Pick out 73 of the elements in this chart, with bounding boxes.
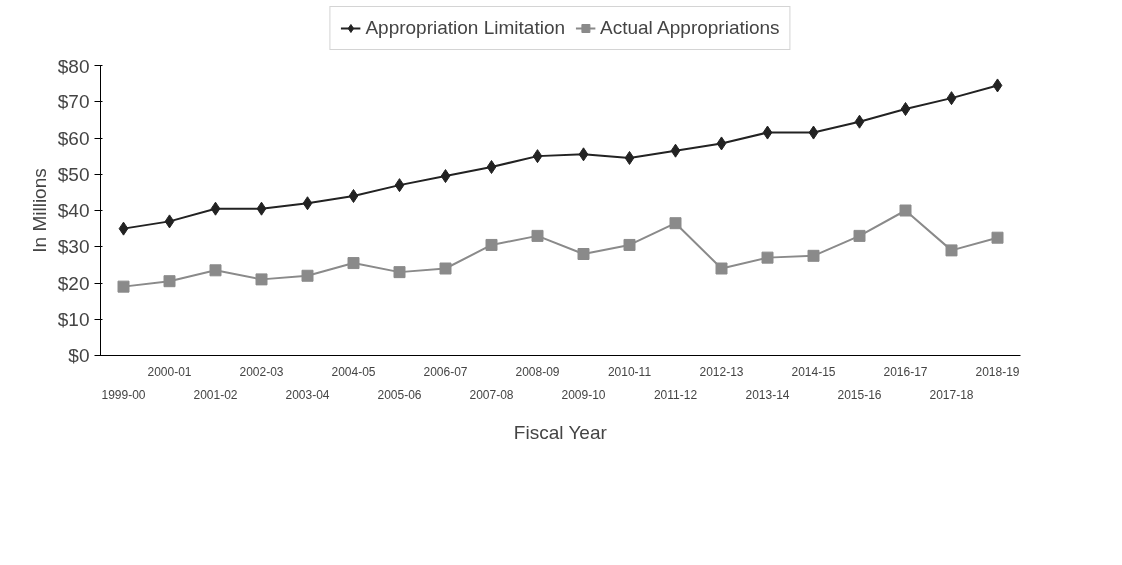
x-tick-label: 2003-04 — [285, 387, 330, 402]
point — [946, 91, 957, 106]
point — [209, 264, 222, 277]
x-tick-label: 2009-10 — [561, 387, 606, 402]
y-tick-label: $60 — [57, 127, 90, 149]
y-axis-title: In Millions — [28, 168, 50, 253]
point — [439, 262, 452, 275]
point — [164, 214, 175, 229]
y-tick-label: $80 — [57, 55, 90, 77]
x-tick-label: 2007-08 — [469, 387, 514, 402]
x-tick-label: 2012-13 — [699, 364, 744, 379]
y-tick-label: $0 — [68, 345, 90, 366]
point — [256, 201, 267, 216]
point — [485, 238, 498, 251]
point — [348, 189, 359, 203]
point — [808, 125, 819, 140]
point — [716, 136, 727, 151]
point — [486, 160, 497, 174]
y-tick-label: $70 — [57, 91, 90, 113]
x-tick-label: 2011-12 — [653, 387, 698, 402]
point — [578, 147, 589, 162]
x-tick-label: 2017-18 — [929, 387, 974, 402]
x-tick-label: 2015-16 — [837, 387, 882, 402]
x-tick-label: 2006-07 — [423, 364, 468, 379]
legend-label: Appropriation Limitation — [365, 16, 566, 39]
point — [117, 280, 130, 293]
point — [853, 229, 866, 242]
point — [945, 244, 958, 257]
point — [255, 273, 268, 286]
point — [623, 238, 636, 251]
point — [991, 231, 1004, 244]
y-tick-label: $20 — [57, 272, 90, 294]
point — [577, 248, 590, 260]
y-tick-label: $50 — [57, 163, 90, 185]
point — [900, 102, 911, 116]
y-tick-label: $40 — [57, 200, 90, 221]
x-tick-label: 2010-11 — [607, 364, 652, 379]
legend-label: Actual Appropriations — [600, 16, 780, 39]
x-tick-label: 2005-06 — [377, 387, 422, 402]
point — [854, 114, 865, 129]
point — [715, 262, 728, 275]
point — [347, 257, 360, 270]
x-tick-label: 2001-02 — [193, 387, 238, 402]
point — [669, 217, 682, 230]
x-tick-label: 1999-00 — [101, 387, 146, 402]
x-tick-label: 2002-03 — [239, 364, 284, 379]
x-tick-label: 2014-15 — [791, 364, 836, 379]
point — [761, 251, 774, 264]
point — [670, 143, 681, 158]
x-tick-label: 2000-01 — [147, 364, 192, 379]
x-tick-label: 2004-05 — [331, 364, 376, 379]
x-tick-label: 2016-17 — [883, 364, 928, 379]
point — [899, 204, 912, 217]
point — [301, 269, 314, 282]
y-tick-label: $10 — [57, 308, 90, 330]
y-tick-label: $30 — [57, 236, 90, 258]
point — [807, 249, 820, 262]
x-tick-label: 2008-09 — [515, 364, 560, 379]
point — [440, 169, 451, 184]
x-axis-title: Fiscal Year — [513, 421, 608, 443]
point — [302, 196, 313, 211]
x-tick-label: 2013-14 — [745, 387, 790, 402]
point — [163, 275, 176, 288]
point — [393, 266, 406, 279]
point — [532, 149, 543, 164]
x-tick-label: 2018-19 — [975, 364, 1020, 379]
point — [624, 150, 635, 165]
point — [210, 201, 221, 216]
point — [531, 229, 544, 242]
point — [762, 125, 773, 140]
point — [992, 78, 1003, 93]
point — [394, 178, 405, 193]
point — [118, 221, 129, 236]
